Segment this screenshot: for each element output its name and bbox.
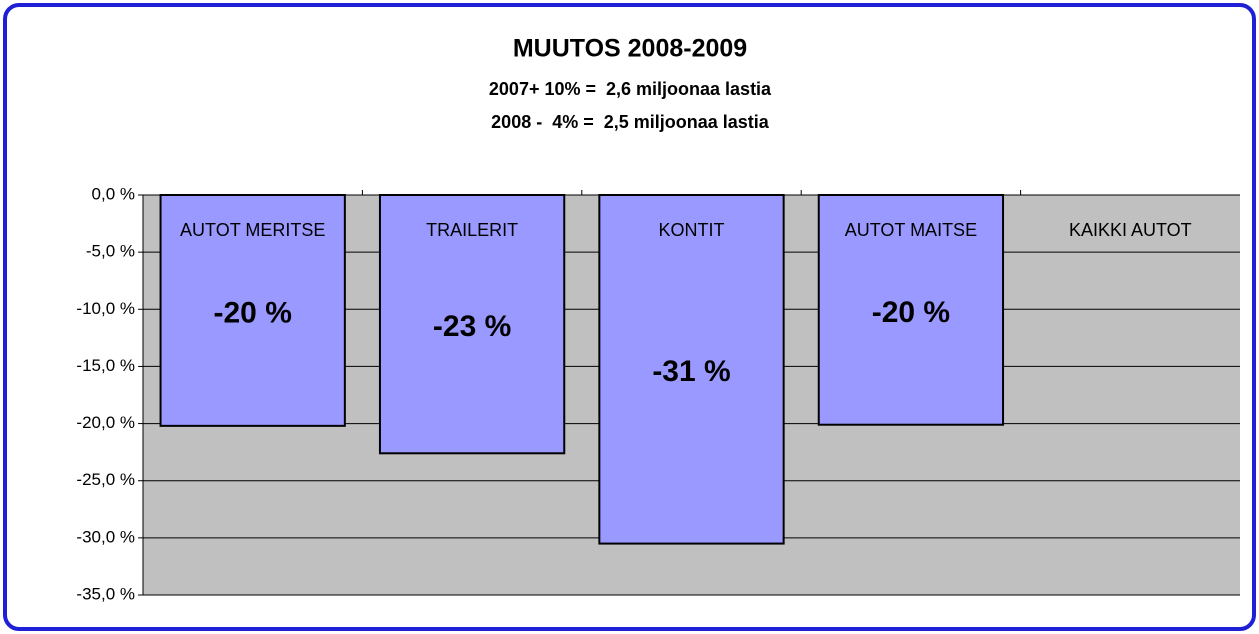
bar [378, 194, 566, 455]
y-tick-label: -30,0 % [76, 527, 135, 546]
y-tick-label: -25,0 % [76, 470, 135, 489]
bar [817, 194, 1005, 426]
x-tick-label: AUTOT MAITSE [845, 220, 977, 240]
x-tick-label: AUTOT MERITSE [180, 220, 325, 240]
bar [598, 194, 785, 545]
bar [159, 194, 346, 427]
data-label: -20 % [214, 296, 292, 329]
y-tick-label: -5,0 % [86, 242, 135, 261]
x-tick-label: KAIKKI AUTOT [1069, 220, 1192, 240]
y-tick-label: -35,0 % [76, 584, 135, 603]
chart-subtitle: 2007+ 10% = 2,6 miljoonaa lastia [489, 79, 772, 99]
y-tick-label: -10,0 % [76, 299, 135, 318]
data-label: -31 % [652, 355, 730, 388]
data-label: -20 % [872, 296, 950, 329]
x-tick-label: TRAILERIT [426, 220, 518, 240]
data-label: -23 % [433, 310, 511, 343]
chart-subtitle: 2008 - 4% = 2,5 miljoonaa lastia [491, 112, 770, 132]
y-tick-label: -15,0 % [76, 356, 135, 375]
y-tick-label: -20,0 % [76, 413, 135, 432]
x-tick-label: KONTIT [659, 220, 725, 240]
y-tick-label: 0,0 % [92, 184, 135, 203]
chart-title: MUUTOS 2008-2009 [513, 35, 747, 63]
